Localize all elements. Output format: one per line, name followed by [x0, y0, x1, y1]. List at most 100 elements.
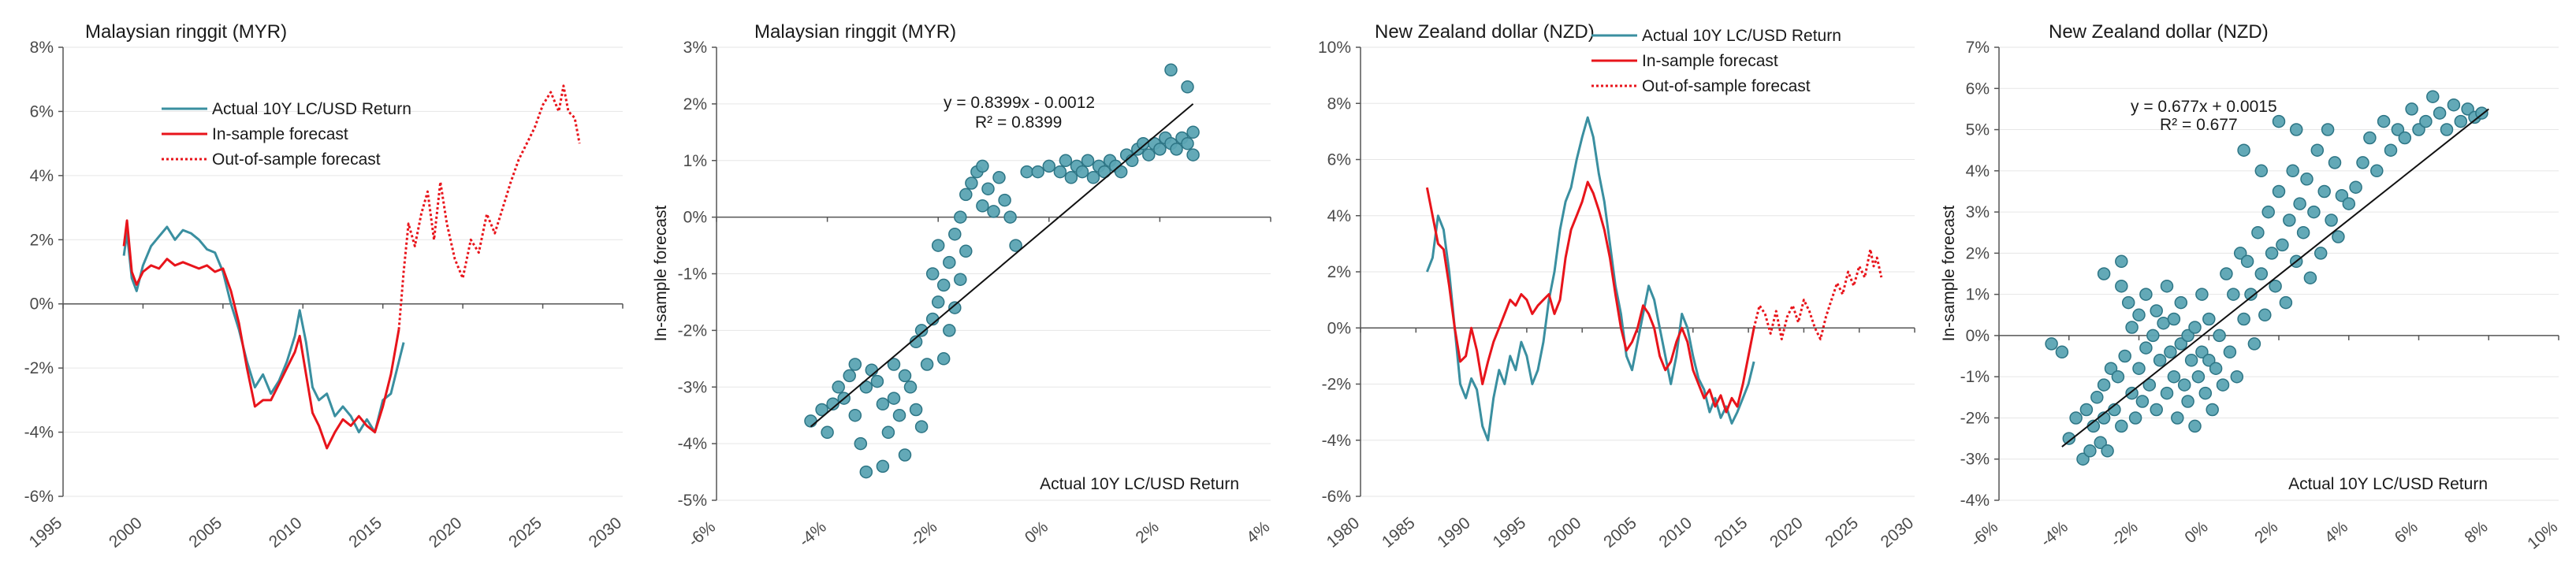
nzd-scatter-point [2181, 329, 2194, 343]
nzd-scatter-point [2188, 419, 2202, 433]
myr-scatter-point [1137, 136, 1150, 150]
myr-line-x-tick-label: 2025 [505, 514, 545, 551]
nzd-line-series-oos [1752, 248, 1883, 340]
nzd-scatter-point [2094, 436, 2107, 450]
myr-line-x-tick-label: 2000 [106, 514, 146, 551]
nzd-scatter-y-tick-label: 5% [1966, 121, 1990, 139]
nzd-scatter-point [2097, 267, 2111, 280]
myr-scatter-point [1053, 165, 1067, 179]
myr-scatter-point [976, 199, 989, 213]
myr-scatter-point [854, 436, 868, 451]
myr-line-legend-label-oos: Out-of-sample forecast [212, 150, 381, 169]
myr-scatter-point [903, 381, 918, 394]
myr-scatter-point [815, 403, 828, 417]
myr-scatter-point [876, 397, 890, 411]
nzd-scatter-point [2167, 369, 2181, 384]
nzd-scatter-point [2079, 403, 2094, 417]
myr-line-x-tick-label: 2005 [185, 514, 225, 551]
nzd-scatter-point [2135, 395, 2150, 408]
nzd-scatter-point [2293, 197, 2306, 210]
nzd-scatter-point [2244, 288, 2258, 301]
nzd-scatter-point [2139, 341, 2153, 355]
nzd-scatter-point [2296, 225, 2310, 240]
myr-scatter-point [987, 205, 1000, 218]
myr-scatter-x-tick-label: -4% [795, 518, 829, 551]
nzd-scatter-point [2195, 288, 2209, 301]
nzd-line-y-tick-label: 4% [1327, 207, 1351, 225]
nzd-scatter-point [2213, 329, 2226, 343]
nzd-scatter-point [2377, 114, 2391, 128]
nzd-scatter-point [2251, 225, 2265, 240]
myr-scatter-point [1081, 154, 1095, 168]
nzd-scatter-point [2272, 184, 2286, 199]
nzd-scatter-x-tick-label: -2% [2107, 518, 2141, 551]
nzd-line-x-tick-label: 2010 [1655, 514, 1696, 551]
nzd-scatter-point [2405, 102, 2418, 116]
nzd-line-x-tick-label: 2030 [1878, 514, 1918, 551]
nzd-scatter-point [2335, 188, 2349, 202]
myr-scatter-x-axis-label: Actual 10Y LC/USD Return [1040, 475, 1239, 493]
myr-line-x-tick-label: 2010 [266, 514, 306, 551]
nzd-scatter-point [2188, 321, 2202, 334]
nzd-line-x-tick-label: 2005 [1600, 514, 1640, 551]
myr-scatter-point [992, 171, 1006, 184]
myr-scatter-point [943, 324, 956, 337]
nzd-scatter-point [2104, 362, 2118, 375]
myr-scatter-point [1020, 165, 1033, 179]
myr-scatter-point [1075, 165, 1089, 179]
nzd-scatter-point [2076, 452, 2090, 466]
myr-scatter-point [909, 403, 923, 417]
nzd-scatter-point [2209, 362, 2223, 375]
nzd-scatter-point [2310, 143, 2325, 157]
myr-scatter-y-axis-label: In-sample forecast [652, 205, 670, 341]
nzd-scatter-point [2349, 180, 2362, 194]
myr-scatter-point [887, 358, 901, 371]
nzd-scatter-point [2272, 114, 2286, 128]
myr-line-x-tick-label: 2030 [586, 514, 626, 551]
myr-scatter-point [981, 182, 995, 195]
nzd-scatter-x-tick-label: 8% [2461, 518, 2491, 547]
nzd-scatter-point [2125, 386, 2139, 400]
myr-scatter-point [859, 465, 873, 479]
nzd-scatter-point [2115, 419, 2128, 433]
nzd-scatter-point [2164, 345, 2177, 359]
myr-line-y-tick-label: -4% [24, 424, 54, 442]
myr-line-y-tick-label: -2% [24, 359, 54, 377]
myr-line-y-tick-label: 8% [30, 39, 54, 57]
myr-scatter-point [914, 420, 929, 433]
nzd-scatter-point [2314, 247, 2328, 260]
nzd-scatter-point [2286, 164, 2299, 178]
myr-scatter-point [931, 295, 945, 309]
myr-scatter-equation: y = 0.8399x - 0.0012 [944, 94, 1095, 112]
nzd-scatter-y-tick-label: 6% [1966, 80, 1990, 98]
nzd-scatter-point [2202, 354, 2216, 367]
nzd-scatter-x-axis-label: Actual 10Y LC/USD Return [2288, 475, 2488, 493]
nzd-line-x-tick-label: 2000 [1545, 514, 1585, 551]
nzd-scatter-point [2384, 143, 2398, 157]
myr-scatter-point [821, 425, 834, 440]
myr-line-series-forecast [122, 219, 400, 450]
myr-scatter-point [1009, 239, 1022, 252]
nzd-scatter-point [2115, 254, 2128, 269]
myr-scatter-point [804, 414, 817, 428]
nzd-scatter-point [2150, 403, 2163, 417]
nzd-scatter-point [2283, 214, 2296, 227]
nzd-scatter-point [2101, 444, 2114, 458]
myr-scatter-y-tick-label: -4% [678, 435, 707, 453]
myr-line-legend: Actual 10Y LC/USD Return In-sample foreca… [162, 100, 411, 169]
myr-scatter-point [1059, 154, 1073, 168]
chart-myr-scatter: -6% -4% -2% 0% 2% 4% -5% -4% -3% -2% -1% 0% 1% 2% 3% Ma… [652, 21, 1274, 551]
panel-nzd-scatter: -6% -4% -2% 0% 2% 4% 6% 8% 10% -4% -3% -2% -1% 0% 1% 2%… [1932, 0, 2576, 583]
nzd-scatter-point [2184, 354, 2198, 367]
nzd-scatter-point [2146, 329, 2160, 343]
nzd-line-legend: Actual 10Y LC/USD Return In-sample foreca… [1591, 27, 1841, 95]
myr-scatter-axes: -6% -4% -2% 0% 2% 4% -5% -4% -3% -2% -1% 0% 1% 2% 3% [678, 39, 1274, 551]
myr-scatter-point [959, 244, 973, 258]
nzd-scatter-point [2363, 131, 2377, 145]
myr-scatter-point [920, 358, 934, 371]
nzd-scatter-point [2111, 369, 2125, 384]
nzd-scatter-point [2440, 123, 2454, 136]
myr-line-y-tick-label: 2% [30, 231, 54, 249]
nzd-line-x-tick-label: 2015 [1711, 514, 1751, 551]
myr-scatter-point [1031, 165, 1044, 179]
